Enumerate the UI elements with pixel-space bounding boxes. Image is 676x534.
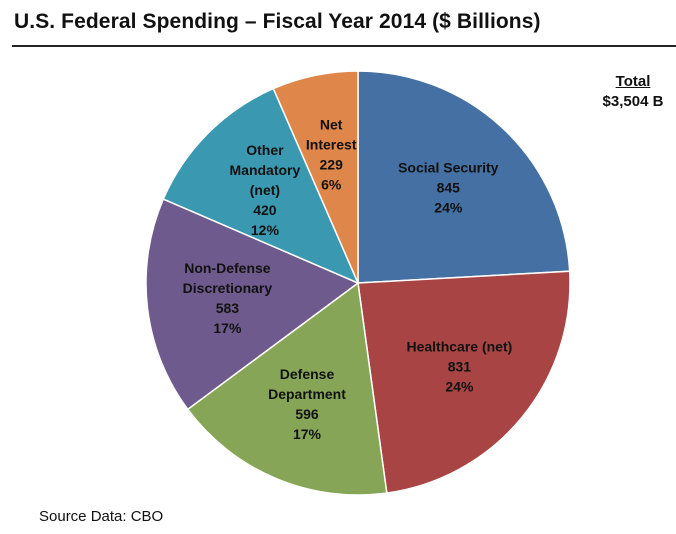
total-box: Total $3,504 B: [590, 72, 676, 112]
slice-2-percent: 17%: [293, 426, 322, 442]
slice-4-value: 420: [253, 202, 277, 218]
source-note: Source Data: CBO: [39, 508, 164, 525]
slice-3-name-1: Discretionary: [183, 280, 273, 296]
pie-slice-0: [357, 70, 571, 284]
slice-4-percent: 12%: [251, 222, 280, 238]
slice-4-name-1: Mandatory: [230, 162, 301, 178]
slice-1-value: 831: [448, 359, 472, 375]
total-value: $3,504 B: [602, 93, 664, 110]
chart-title: U.S. Federal Spending – Fiscal Year 2014…: [14, 10, 541, 33]
slice-5-name-1: Interest: [306, 136, 357, 152]
slice-5-value: 229: [320, 156, 344, 172]
slice-4-name-2: (net): [250, 182, 280, 198]
slice-label-5: Net Interest 229 6%: [306, 116, 357, 192]
slice-label-2: Defense Department 596 17%: [268, 366, 346, 442]
slice-label-0: Social Security 845 24%: [398, 160, 499, 216]
slice-1-percent: 24%: [445, 379, 474, 395]
slice-label-4: Other Mandatory (net) 420 12%: [230, 142, 301, 238]
slice-0-percent: 24%: [434, 200, 463, 216]
pie-slice-1: [357, 270, 571, 494]
slice-2-value: 596: [295, 406, 319, 422]
slice-2-name-1: Department: [268, 386, 346, 402]
slice-2-name-0: Defense: [280, 366, 335, 382]
slice-0-value: 845: [437, 180, 461, 196]
slice-0-name-0: Social Security: [398, 160, 499, 176]
slice-3-value: 583: [216, 300, 240, 316]
title-divider: [12, 45, 676, 47]
total-label: Total: [615, 73, 651, 90]
slice-3-name-0: Non-Defense: [184, 260, 271, 276]
slice-5-name-0: Net: [320, 116, 343, 132]
slice-label-3: Non-Defense Discretionary 583 17%: [183, 260, 273, 336]
slice-4-name-0: Other: [246, 142, 284, 158]
slice-5-percent: 6%: [321, 176, 342, 192]
pie-slice-2: [186, 281, 388, 496]
pie-slice-3: [145, 198, 360, 411]
slice-1-name-0: Healthcare (net): [406, 339, 512, 355]
pie-slice-4: [162, 87, 360, 285]
slice-3-percent: 17%: [213, 320, 242, 336]
slice-label-1: Healthcare (net) 831 24%: [406, 339, 512, 395]
pie-slice-5: [272, 70, 359, 284]
